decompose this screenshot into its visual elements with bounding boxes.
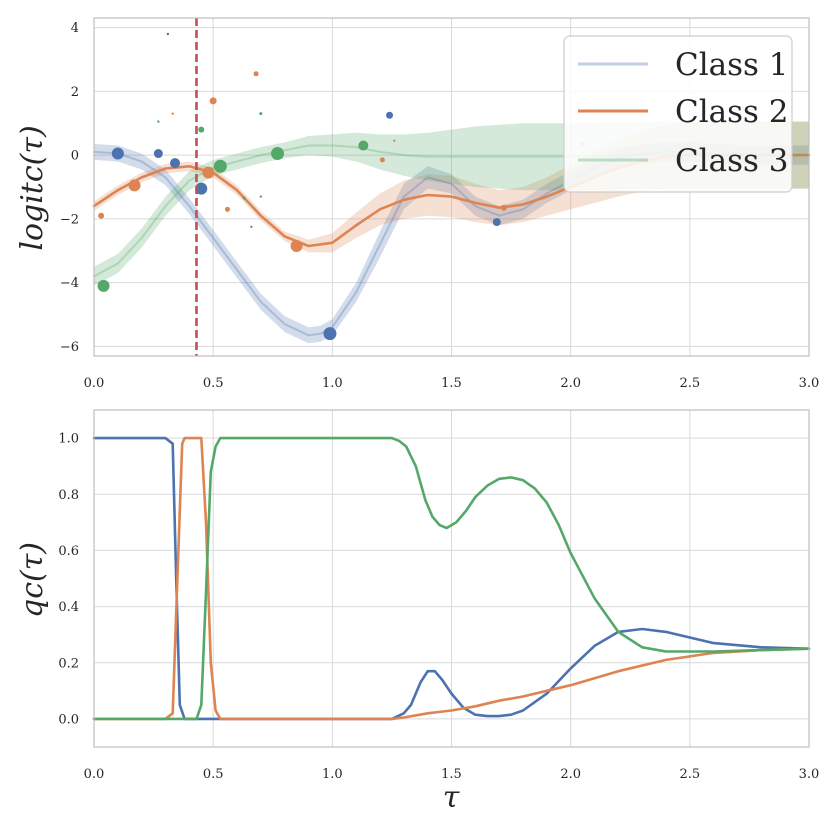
logit-xtick-label: 0.0: [84, 376, 105, 391]
probability-ytick-label: 0.4: [58, 600, 79, 615]
logit-xtick-label: 3.0: [799, 376, 820, 391]
logit-xtick-label: 1.0: [322, 376, 343, 391]
logit-point-class1: [111, 147, 124, 160]
probability-ylabel: qc(τ): [15, 542, 50, 618]
logit-point-class3: [157, 120, 160, 123]
logit-ytick-label: 0: [71, 149, 79, 164]
probability-xtick-label: 2.0: [560, 767, 581, 782]
probability-ytick-label: 1.0: [58, 432, 79, 447]
logit-point-class1: [166, 32, 170, 36]
logit-point-class3: [259, 112, 263, 116]
probability-line-class2: [92, 436, 811, 721]
probability-panel: 0.0 0.5 1.0 1.5 2.0 2.5 3.01.00.80.60.40.20.0 …: [15, 409, 820, 815]
logit-point-class2: [98, 212, 105, 219]
logit-point-class1: [170, 158, 181, 169]
legend-label-class2: Class 2: [675, 94, 789, 130]
logit-ytick-label: 4: [71, 21, 79, 36]
logit-point-class2: [290, 239, 303, 252]
logit-ylabel: logitc(τ): [15, 125, 50, 250]
logit-point-class1: [492, 218, 501, 227]
logit-xtick-label: 0.5: [203, 376, 224, 391]
logit-point-class2: [393, 139, 396, 142]
logit-point-class3: [242, 196, 246, 200]
probability-ytick-label: 0.8: [58, 488, 79, 503]
logit-xtick-label: 2.5: [679, 376, 700, 391]
logit-point-class3: [358, 140, 369, 151]
logit-point-class1: [195, 182, 208, 195]
logit-ytick-label: −6: [60, 340, 79, 355]
logit-ytick-label: 2: [71, 85, 79, 100]
logit-point-class2: [202, 166, 215, 179]
logit-point-class2: [379, 157, 385, 163]
logit-ytick-label: −2: [60, 212, 79, 227]
legend-label-class1: Class 1: [675, 47, 789, 83]
probability-xtick-label: 3.0: [799, 767, 820, 782]
logit-point-class2: [209, 97, 217, 105]
logit-point-class1: [386, 111, 394, 119]
logit-point-class3: [198, 126, 205, 133]
logit-xtick-label: 1.5: [441, 376, 462, 391]
probability-ytick-label: 0.0: [58, 712, 79, 727]
logit-point-class3: [213, 159, 227, 173]
logit-plot-frame: [93, 17, 810, 357]
logit-point-class3: [259, 195, 263, 198]
legend-label-class3: Class 3: [675, 143, 789, 179]
probability-line-class3: [92, 436, 811, 721]
logit-point-class3: [250, 225, 253, 229]
logit-point-class1: [153, 149, 163, 159]
probability-xtick-label: 0.5: [203, 767, 224, 782]
logit-point-class2: [253, 71, 259, 77]
logit-point-class3: [271, 147, 285, 161]
probability-xtick-label: 1.5: [441, 767, 462, 782]
probability-xtick-label: 0.0: [84, 767, 105, 782]
logit-ytick-label: −4: [60, 276, 79, 291]
logit-point-class2: [500, 204, 507, 211]
logit-point-class2: [224, 206, 230, 212]
probability-xlabel: τ: [443, 780, 460, 815]
probability-plot-frame: [93, 409, 810, 748]
probability-xtick-label: 1.0: [322, 767, 343, 782]
legend-box: [563, 35, 793, 193]
legend: Class 1 Class 2 Class 3: [563, 35, 793, 193]
logit-xtick-label: 2.0: [560, 376, 581, 391]
probability-xtick-label: 2.5: [679, 767, 700, 782]
probability-ytick-label: 0.6: [58, 544, 79, 559]
probability-ytick-label: 0.2: [58, 656, 79, 671]
logit-point-class2: [171, 112, 174, 115]
logit-panel: 0.0 0.5 1.0 1.5 2.0 2.5 3.0 4 2 0 −2 −4 −6 logitc(τ)…: [15, 17, 820, 391]
logit-point-class2: [128, 179, 141, 192]
logit-point-class1: [323, 327, 337, 341]
logit-point-class3: [97, 279, 110, 292]
